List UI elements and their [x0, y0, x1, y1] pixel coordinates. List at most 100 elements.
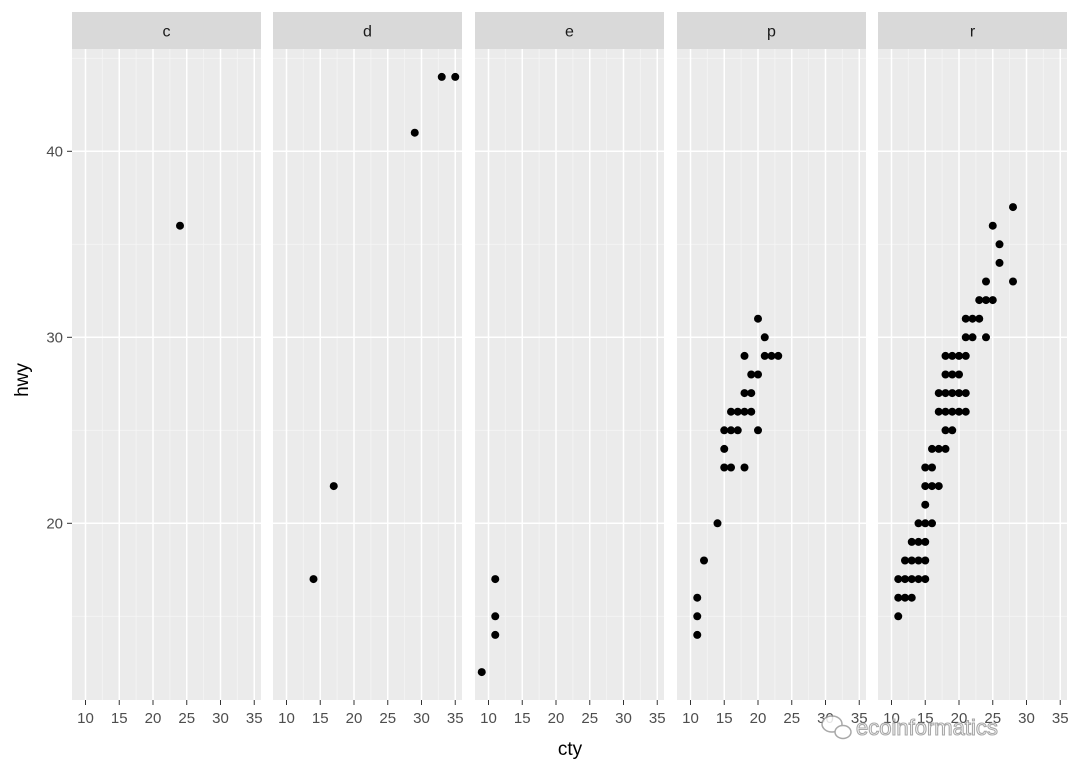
x-tick-label: 25 — [984, 710, 1001, 727]
data-point — [968, 314, 977, 323]
y-tick-label: 30 — [46, 329, 63, 346]
x-tick-label: 15 — [312, 710, 329, 727]
data-point — [907, 537, 916, 546]
data-point — [955, 370, 963, 379]
data-point — [928, 519, 936, 528]
data-point — [309, 575, 318, 584]
x-tick-label: 25 — [178, 710, 195, 727]
x-tick-label: 15 — [514, 710, 531, 727]
data-point — [477, 668, 486, 677]
data-point — [747, 370, 756, 379]
data-point — [901, 556, 909, 565]
data-point — [934, 389, 943, 398]
data-point — [955, 407, 963, 416]
x-tick-label: 30 — [1018, 710, 1035, 727]
data-point — [720, 426, 729, 435]
data-point — [1009, 277, 1017, 286]
facet-strip-label: d — [363, 24, 372, 41]
data-point — [767, 351, 776, 360]
data-point — [921, 519, 930, 528]
data-point — [491, 575, 500, 584]
data-point — [914, 575, 923, 584]
facet-strip-label: r — [970, 24, 976, 41]
x-tick-label: 20 — [145, 710, 162, 727]
x-tick-label: 30 — [212, 710, 229, 727]
data-point — [934, 444, 943, 453]
data-point — [727, 463, 735, 472]
y-tick-label: 40 — [46, 143, 63, 160]
facet-panel-d: d 10 15 20 25 30 35 — [273, 12, 464, 727]
facet-panel-p: p101520253035 — [677, 12, 868, 727]
data-point — [921, 575, 930, 584]
x-tick-label: 10 — [682, 710, 699, 727]
x-tick-label: 15 — [917, 710, 934, 727]
x-tick-label: 25 — [379, 710, 396, 727]
data-point — [948, 370, 957, 379]
x-tick-label: 30 — [615, 710, 632, 727]
x-tick-label: 15 — [716, 710, 733, 727]
data-point — [894, 612, 903, 621]
data-point — [961, 407, 970, 416]
data-point — [901, 575, 909, 584]
data-point — [914, 556, 923, 565]
data-point — [975, 296, 984, 305]
data-point — [700, 556, 708, 565]
data-point — [921, 482, 930, 491]
facet-strip — [475, 12, 664, 49]
data-point — [988, 221, 997, 230]
data-point — [948, 426, 957, 435]
panel-background — [273, 49, 462, 700]
x-tick-label: 35 — [1052, 710, 1069, 727]
facet-strip-label: e — [565, 24, 574, 41]
panel-background — [677, 49, 866, 700]
data-point — [747, 389, 756, 398]
data-point — [733, 407, 742, 416]
x-tick-label: 30 — [413, 710, 430, 727]
data-point — [961, 333, 970, 342]
data-point — [955, 389, 963, 398]
x-tick-label: 15 — [111, 710, 128, 727]
data-point — [907, 575, 916, 584]
data-point — [982, 296, 990, 305]
data-point — [934, 482, 943, 491]
data-point — [914, 537, 923, 546]
panel-background — [878, 49, 1067, 700]
data-point — [754, 370, 762, 379]
data-point — [941, 370, 950, 379]
y-axis: 20 30 40 — [46, 143, 72, 532]
data-point — [921, 500, 930, 509]
watermark: ecoinformatics — [821, 714, 998, 741]
data-point — [720, 463, 729, 472]
data-point — [921, 463, 930, 472]
data-point — [733, 426, 742, 435]
panel-background — [475, 49, 664, 700]
data-point — [727, 426, 735, 435]
facet-strip-label: c — [163, 24, 171, 41]
facet-strip — [677, 12, 866, 49]
data-point — [948, 351, 957, 360]
data-point — [928, 444, 936, 453]
data-point — [914, 519, 923, 528]
data-point — [451, 72, 460, 81]
x-tick-label: 25 — [783, 710, 800, 727]
facet-strip-label: p — [767, 24, 776, 41]
facet-strip — [878, 12, 1067, 49]
x-tick-label: 10 — [278, 710, 295, 727]
data-point — [975, 314, 984, 323]
data-point — [176, 221, 184, 230]
data-point — [941, 407, 950, 416]
data-point — [740, 407, 749, 416]
x-tick-label: 20 — [951, 710, 968, 727]
data-point — [747, 407, 756, 416]
x-tick-label: 35 — [649, 710, 666, 727]
data-point — [1009, 203, 1017, 212]
data-point — [754, 426, 762, 435]
data-point — [760, 333, 769, 342]
facet-panel-r: r 10 15 20 25 30 35 — [878, 12, 1069, 727]
data-point — [774, 351, 783, 360]
data-point — [934, 407, 943, 416]
x-tick-label: 35 — [851, 710, 868, 727]
panels-layer: c 10 15 20 25 30 35 d 10 15 20 25 30 35 e 10 15 20 25 30 35 p… — [72, 12, 1069, 727]
data-point — [894, 575, 903, 584]
